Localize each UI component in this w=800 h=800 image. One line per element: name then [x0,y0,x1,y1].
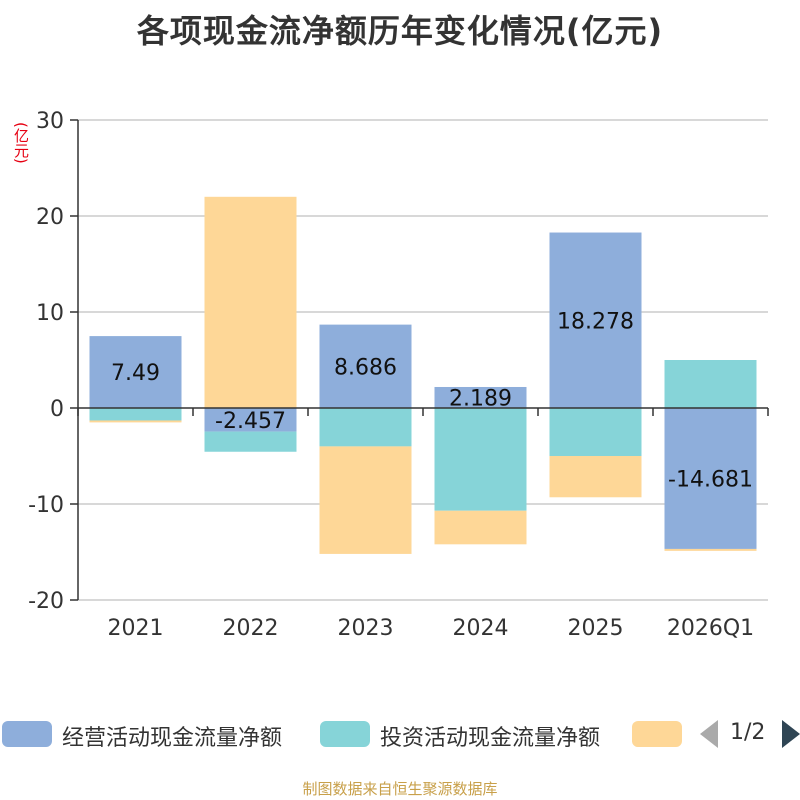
bar-2023-series-1 [319,408,412,447]
bar-2022-series-1 [204,431,297,452]
bar-2026Q1-series-0 [664,408,757,549]
y-tick-label: -10 [28,493,64,518]
data-label: -2.457 [215,409,286,434]
bar-2021-series-1 [89,408,182,421]
bar-2024-series-1 [434,408,527,511]
data-source: 制图数据来自恒生聚源数据库 [302,780,498,798]
legend-page-indicator: 1/2 [730,720,766,745]
legend-swatch-financing [632,721,682,747]
chart-title: 各项现金流净额历年变化情况(亿元) [136,12,664,50]
x-tick-label: 2024 [453,616,509,641]
data-label: 2.189 [449,386,512,411]
legend-prev-icon[interactable] [700,720,718,748]
bar-2025-series-1 [549,408,642,456]
cashflow-chart: 30 20 10 0 -10 -20 2021 2022 2023 2024 2025 2026Q1 7… [28,109,769,641]
legend: 经营活动现金流量净额 投资活动现金流量净额 [0,716,800,752]
y-tick-label: -20 [28,589,64,614]
x-tick-label: 2022 [223,616,279,641]
data-label: 18.278 [557,309,634,334]
bar-2025-series-2 [549,456,642,498]
bar-2021-series-0 [89,336,182,408]
legend-swatch-operating [2,721,52,747]
bar-2021-series-2 [89,420,182,423]
x-tick-label: 2023 [338,616,394,641]
data-label: 8.686 [334,355,397,380]
y-tick-label: 20 [36,205,64,230]
bar-2022-series-0 [204,408,297,432]
y-tick-label: 0 [50,397,64,422]
x-tick-label: 2026Q1 [667,616,754,641]
x-tick-label: 2025 [568,616,624,641]
y-axis-unit: (亿元) [12,122,30,164]
data-label: 7.49 [111,361,160,386]
legend-label-investing: 投资活动现金流量净额 [380,726,601,751]
x-tick-label: 2021 [108,616,164,641]
bar-2025-series-0 [549,232,642,408]
bar-2026Q1-series-1 [664,360,757,408]
legend-next-icon[interactable] [782,720,800,748]
bar-2022-series-2 [204,196,297,408]
bar-2026Q1-series-2 [664,548,757,551]
legend-swatch-investing [320,721,370,747]
y-tick-label: 30 [36,109,64,134]
bar-2023-series-0 [319,324,412,408]
bar-2024-series-0 [434,386,527,408]
y-tick-label: 10 [36,301,64,326]
data-label: -14.681 [668,467,753,492]
bar-2023-series-2 [319,446,412,554]
legend-label-operating: 经营活动现金流量净额 [62,726,283,751]
bar-2024-series-2 [434,510,527,545]
